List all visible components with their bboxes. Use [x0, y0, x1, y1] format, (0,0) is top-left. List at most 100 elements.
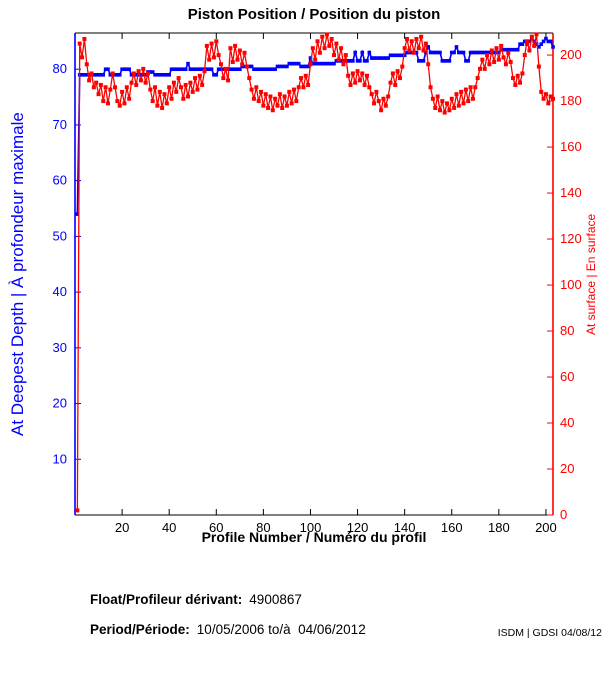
surface-marker	[235, 57, 240, 62]
surface-marker	[515, 73, 520, 78]
surface-marker	[223, 66, 228, 71]
deepest-depth-marker	[228, 67, 233, 72]
deepest-depth-marker	[198, 67, 202, 72]
surface-marker	[367, 85, 372, 90]
surface-marker	[461, 101, 466, 106]
surface-marker	[273, 96, 278, 101]
right-tick-label: 40	[560, 415, 574, 430]
surface-marker	[376, 99, 381, 104]
right-tick-label: 0	[560, 507, 567, 522]
deepest-depth-marker	[435, 50, 440, 55]
surface-marker	[193, 76, 198, 81]
deepest-depth-marker	[221, 67, 226, 72]
surface-marker	[482, 66, 487, 71]
surface-marker	[423, 41, 428, 46]
deepest-depth-marker	[379, 56, 383, 60]
deepest-depth-marker	[207, 67, 212, 72]
left-tick-label: 60	[53, 173, 67, 188]
deepest-depth-marker	[320, 61, 325, 66]
deepest-depth-marker	[548, 39, 553, 44]
deepest-depth-marker	[216, 67, 221, 72]
x-tick-label: 20	[115, 520, 129, 535]
surface-marker	[383, 103, 388, 108]
surface-marker	[459, 89, 464, 94]
deepest-depth-marker	[520, 42, 525, 46]
surface-marker	[360, 71, 365, 76]
surface-marker	[407, 48, 412, 53]
surface-marker	[322, 46, 327, 51]
x-tick-label: 60	[209, 520, 223, 535]
deepest-depth-marker	[96, 72, 101, 77]
surface-marker	[341, 62, 346, 67]
deepest-depth-marker	[209, 67, 214, 72]
left-tick-label: 10	[53, 451, 67, 466]
deepest-depth-marker	[143, 72, 148, 77]
surface-marker	[287, 89, 292, 94]
surface-marker	[468, 85, 473, 90]
surface-marker	[426, 62, 431, 67]
deepest-depth-marker	[362, 59, 367, 63]
surface-marker	[539, 89, 544, 94]
surface-marker	[452, 105, 457, 110]
deepest-depth-marker	[115, 72, 120, 77]
right-tick-label: 60	[560, 369, 574, 384]
deepest-depth-marker	[374, 56, 379, 60]
surface-marker	[508, 59, 513, 64]
deepest-depth-marker	[289, 61, 294, 66]
surface-marker	[494, 46, 499, 51]
deepest-depth-marker	[487, 50, 492, 55]
surface-marker	[466, 99, 471, 104]
surface-marker	[414, 36, 419, 41]
surface-marker	[313, 57, 318, 62]
surface-marker	[129, 80, 134, 85]
deepest-depth-marker	[299, 64, 303, 69]
deepest-depth-marker	[334, 59, 339, 63]
deepest-depth-marker	[84, 72, 89, 77]
deepest-depth-marker	[471, 50, 475, 55]
surface-marker	[393, 82, 398, 87]
surface-marker	[405, 36, 410, 41]
surface-marker	[527, 48, 532, 53]
deepest-depth-marker	[426, 45, 430, 49]
surface-marker	[87, 78, 92, 83]
deepest-depth-marker	[329, 61, 334, 66]
deepest-depth-marker	[419, 59, 423, 63]
deepest-depth-marker	[405, 50, 409, 55]
surface-marker	[207, 57, 212, 62]
chart-title: Piston Position / Position du piston	[187, 6, 441, 23]
deepest-depth-marker	[235, 67, 240, 72]
surface-marker	[364, 73, 369, 78]
deepest-depth-marker	[167, 72, 171, 77]
deepest-depth-marker	[82, 72, 87, 77]
deepest-depth-marker	[183, 67, 188, 72]
deepest-depth-marker	[473, 50, 478, 55]
surface-marker	[188, 80, 193, 85]
deepest-depth-marker	[252, 67, 256, 72]
surface-marker	[343, 53, 348, 58]
surface-marker	[379, 108, 384, 113]
deepest-depth-marker	[139, 72, 143, 77]
surface-marker	[339, 46, 344, 51]
x-tick-label: 120	[347, 520, 369, 535]
surface-marker	[284, 103, 289, 108]
deepest-depth-marker	[457, 50, 461, 55]
surface-marker	[186, 94, 191, 99]
left-tick-label: 40	[53, 284, 67, 299]
deepest-depth-marker	[447, 59, 452, 63]
deepest-depth-marker	[172, 67, 176, 72]
surface-marker	[108, 87, 113, 92]
x-tick-label: 100	[300, 520, 322, 535]
surface-marker	[518, 80, 523, 85]
deepest-depth-marker	[162, 72, 167, 77]
deepest-depth-marker	[518, 42, 522, 46]
deepest-depth-marker	[280, 64, 285, 69]
deepest-depth-marker	[176, 67, 181, 72]
surface-marker	[91, 85, 96, 90]
surface-marker	[320, 34, 325, 39]
deepest-depth-marker	[497, 50, 501, 55]
deepest-depth-marker	[214, 72, 219, 77]
surface-marker	[153, 85, 158, 90]
surface-marker	[190, 89, 195, 94]
deepest-depth-marker	[266, 67, 270, 72]
surface-marker	[270, 108, 275, 113]
